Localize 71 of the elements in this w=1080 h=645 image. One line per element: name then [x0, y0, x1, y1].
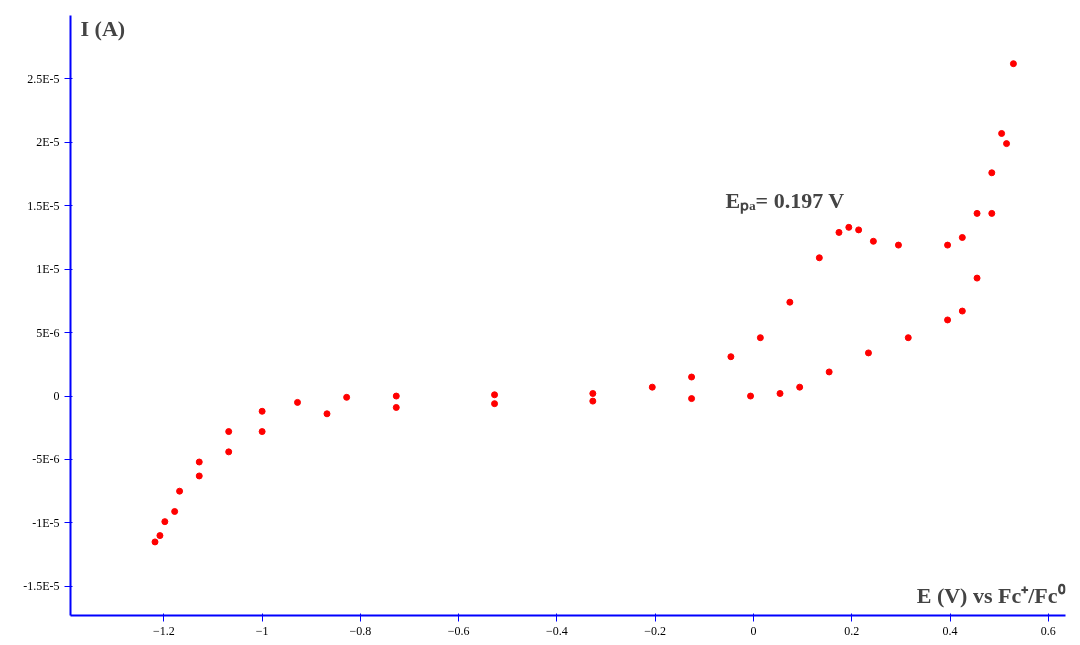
point: [151, 538, 159, 546]
y-tick-label: -1.5E-5: [23, 579, 60, 594]
point: [845, 223, 853, 231]
x-tick-label: −1: [255, 623, 269, 638]
point: [756, 334, 764, 342]
point: [904, 334, 912, 342]
point: [392, 403, 400, 411]
point: [776, 390, 784, 398]
point: [195, 458, 203, 466]
point: [988, 209, 996, 217]
point: [796, 383, 804, 391]
y-tick-label: -1E-5: [32, 515, 60, 530]
x-tick-label: 0.2: [844, 623, 860, 638]
point: [589, 397, 597, 405]
y-tick-label: 1E-5: [36, 262, 60, 277]
x-tick-label: −0.6: [447, 623, 470, 638]
point: [156, 532, 164, 540]
x-tick-label: 0: [750, 623, 757, 638]
y-axis-title: I (A): [80, 15, 126, 41]
point: [258, 407, 266, 415]
point: [815, 254, 823, 262]
x-tick-label: −0.4: [546, 623, 568, 638]
point: [589, 390, 597, 398]
point: [258, 428, 266, 436]
point: [786, 298, 794, 306]
point: [958, 307, 966, 315]
point: [323, 410, 331, 418]
point: [855, 226, 863, 234]
point: [176, 487, 184, 495]
point: [171, 507, 179, 515]
point: [944, 316, 952, 324]
annotation: Eₚₐ= 0.197 V: [725, 187, 845, 214]
y-tick-label: 5E-6: [36, 325, 60, 340]
point: [1009, 60, 1017, 68]
point: [161, 518, 169, 526]
point: [973, 209, 981, 217]
point: [294, 398, 302, 406]
point: [825, 368, 833, 376]
point: [491, 400, 499, 408]
point: [343, 393, 351, 401]
x-axis-title: E (V) vs Fc⁺/Fc⁰: [916, 582, 1066, 608]
y-tick-label: 1.5E-5: [27, 198, 60, 213]
y-tick-label: 2E-5: [36, 135, 60, 150]
point: [944, 241, 952, 249]
point: [225, 448, 233, 456]
point: [747, 392, 755, 400]
point: [688, 373, 696, 381]
point: [864, 349, 872, 357]
point: [491, 391, 499, 399]
point: [648, 383, 656, 391]
x-tick-label: −1.2: [152, 623, 175, 638]
point: [225, 428, 233, 436]
x-tick-label: −0.2: [644, 623, 667, 638]
point: [869, 237, 877, 245]
x-tick-label: 0.4: [942, 623, 958, 638]
point: [998, 129, 1006, 137]
point: [392, 392, 400, 400]
point: [727, 353, 735, 361]
point: [894, 241, 902, 249]
point: [1003, 140, 1011, 148]
x-tick-label: −0.8: [349, 623, 372, 638]
y-tick-label: 0: [53, 389, 60, 404]
point: [195, 472, 203, 480]
y-tick-label: 2.5E-5: [27, 71, 60, 86]
point: [835, 228, 843, 236]
x-tick-label: 0.6: [1040, 623, 1056, 638]
point: [988, 169, 996, 177]
y-tick-label: -5E-6: [32, 452, 60, 467]
point: [973, 274, 981, 282]
point: [688, 395, 696, 403]
point: [958, 233, 966, 241]
